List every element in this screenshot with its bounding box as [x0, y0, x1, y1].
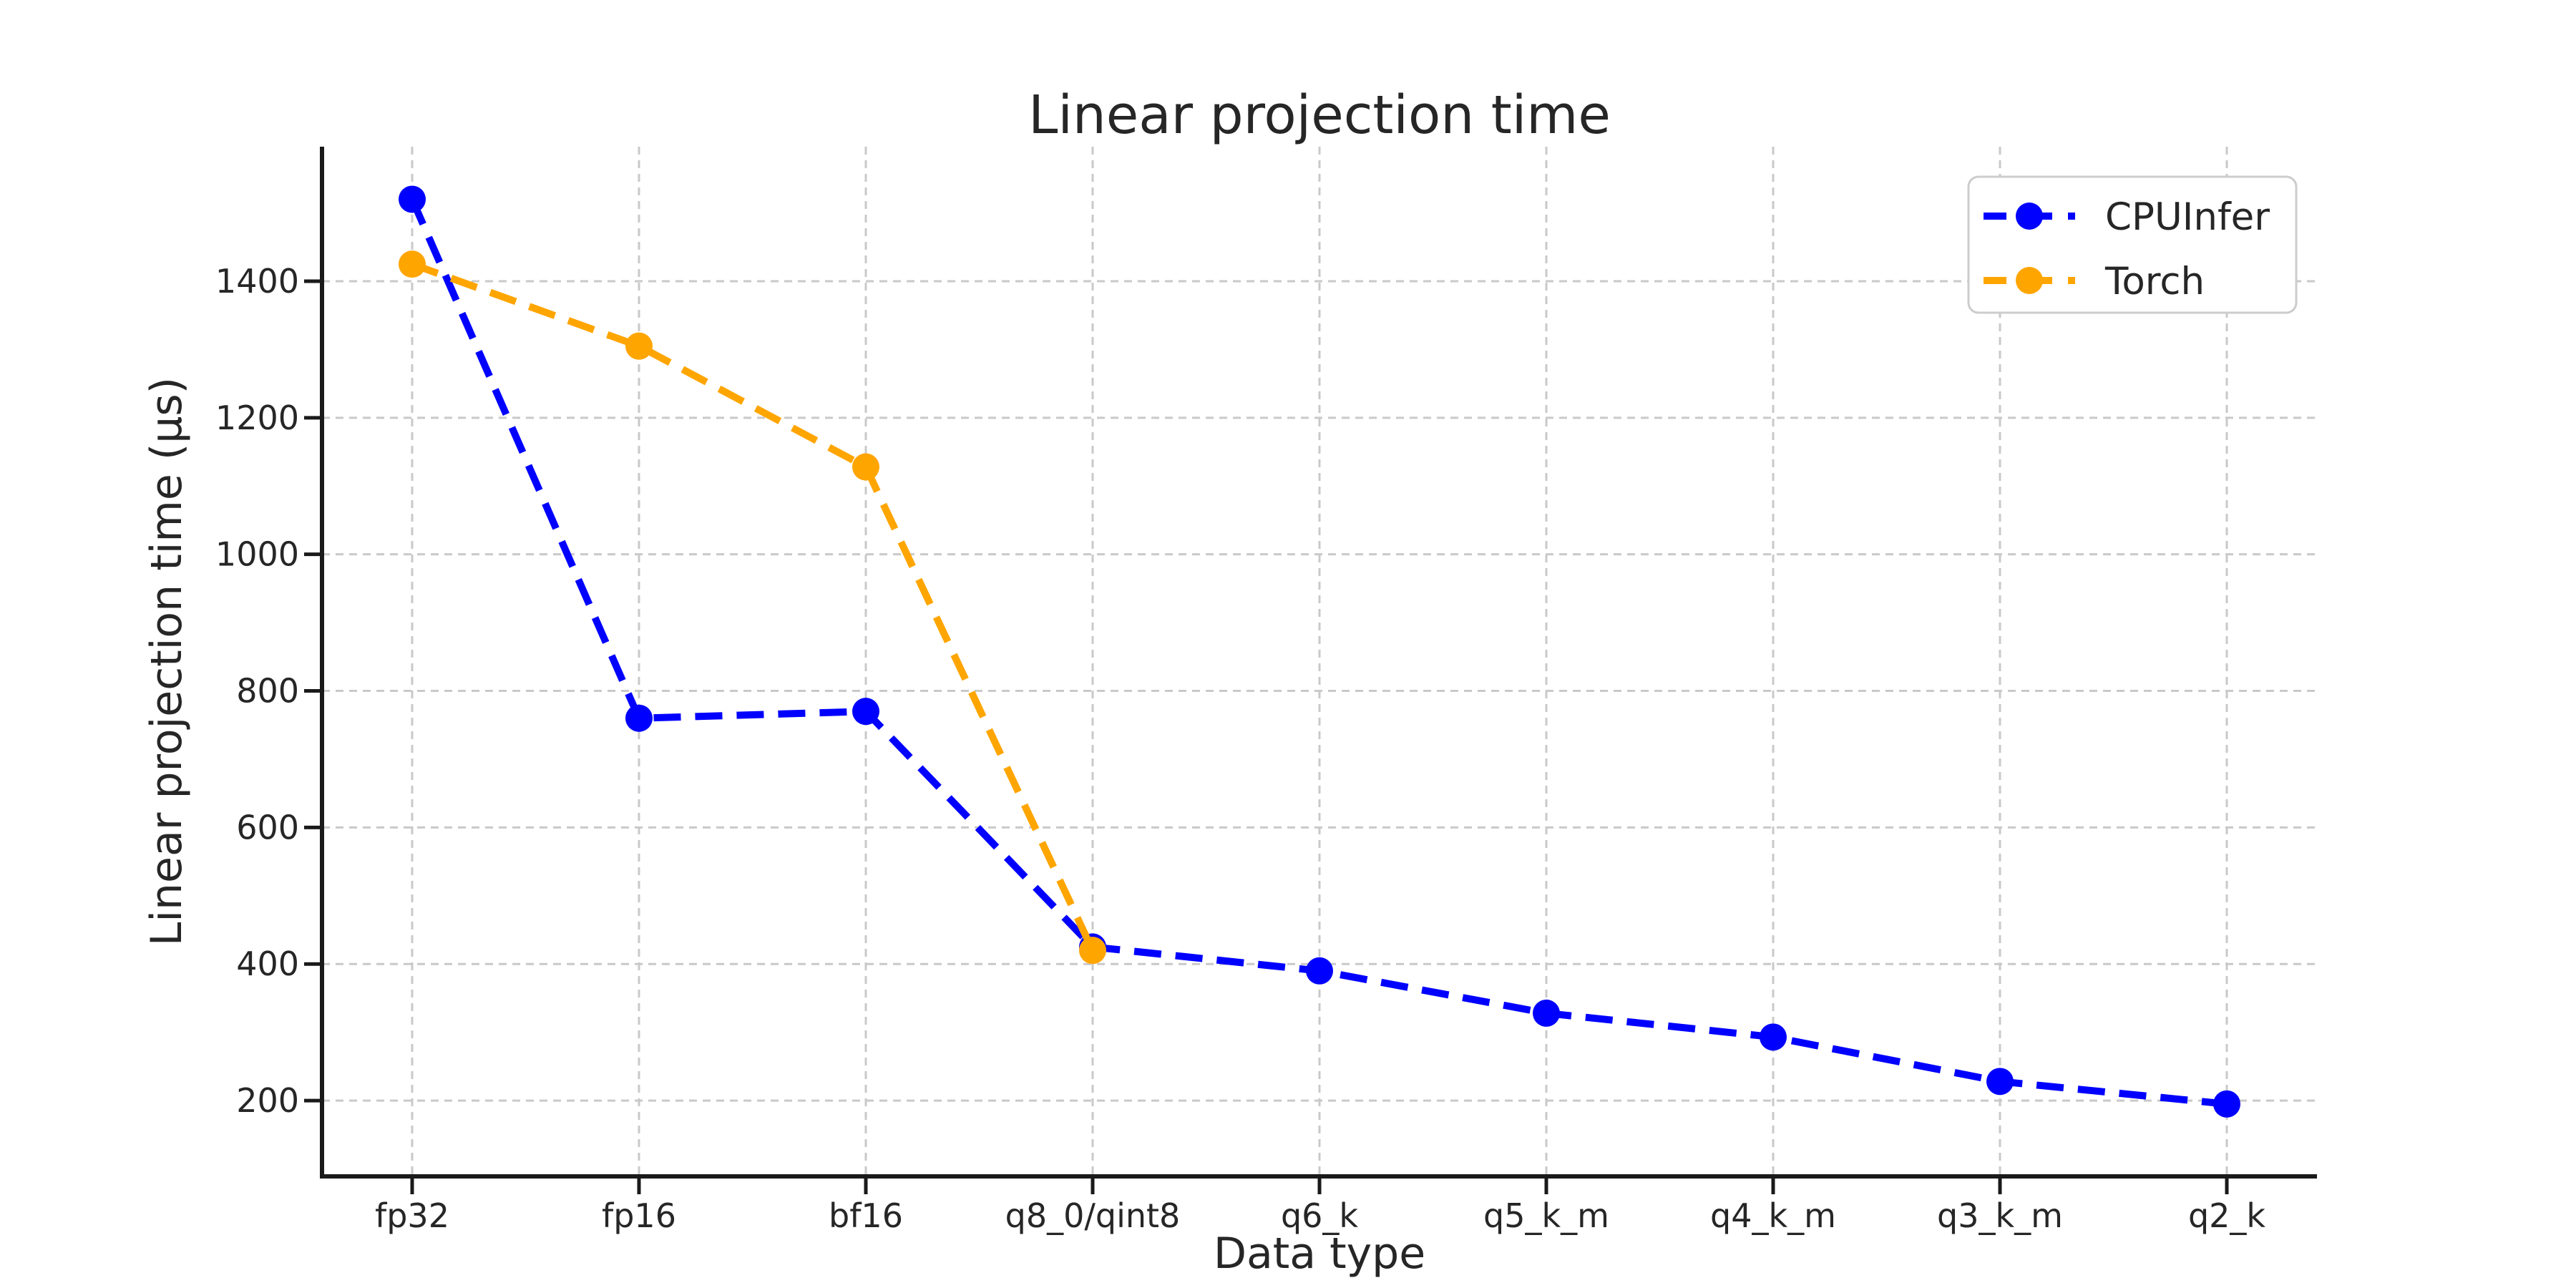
data-point-cpuinfer-q4_k_m [1760, 1023, 1787, 1051]
data-point-torch-bf16 [852, 453, 879, 481]
legend-label-torch: Torch [2104, 260, 2205, 303]
series-line-torch [411, 260, 1096, 952]
legend-label-cpuinfer: CPUInfer [2105, 195, 2270, 239]
x-tick-label: q4_k_m [1710, 1196, 1836, 1235]
x-tick-label: q6_k [1281, 1196, 1358, 1235]
legend: CPUInfer Torch [1967, 175, 2298, 314]
data-point-torch-fp16 [625, 332, 653, 360]
x-tick-label: fp32 [375, 1196, 449, 1235]
y-tick-label: 1400 [215, 262, 299, 301]
x-tick-label: fp16 [602, 1196, 676, 1235]
y-tick-label: 1200 [215, 399, 299, 437]
data-point-cpuinfer-fp32 [399, 185, 426, 213]
data-point-cpuinfer-fp16 [625, 704, 653, 732]
data-point-cpuinfer-q5_k_m [1533, 999, 1560, 1027]
y-tick-label: 600 [236, 808, 299, 847]
data-point-cpuinfer-q2_k [2213, 1090, 2240, 1118]
data-point-cpuinfer-bf16 [852, 698, 879, 726]
data-point-torch-q8_0/qint8 [1079, 937, 1106, 965]
x-tick-label: q2_k [2188, 1196, 2265, 1235]
legend-sample-marker-cpuinfer [2016, 203, 2043, 230]
y-tick-label: 1000 [215, 535, 299, 574]
chart-title: Linear projection time [1028, 84, 1611, 146]
y-axis-label: Linear projection time (μs) [142, 377, 192, 946]
x-tick-label: q3_k_m [1937, 1196, 2063, 1235]
x-tick-label: q8_0/qint8 [1005, 1196, 1181, 1235]
legend-sample-marker-torch [2016, 267, 2043, 294]
x-tick-label: q5_k_m [1483, 1196, 1609, 1235]
y-tick-label: 400 [236, 945, 299, 983]
data-point-cpuinfer-q6_k [1306, 957, 1333, 985]
data-point-cpuinfer-q3_k_m [1986, 1068, 2014, 1096]
y-tick-label: 800 [236, 672, 299, 711]
x-tick-label: bf16 [829, 1196, 903, 1235]
x-axis-label: Data type [1214, 1229, 1425, 1279]
data-point-torch-fp32 [399, 250, 426, 278]
y-tick-label: 200 [236, 1081, 299, 1120]
